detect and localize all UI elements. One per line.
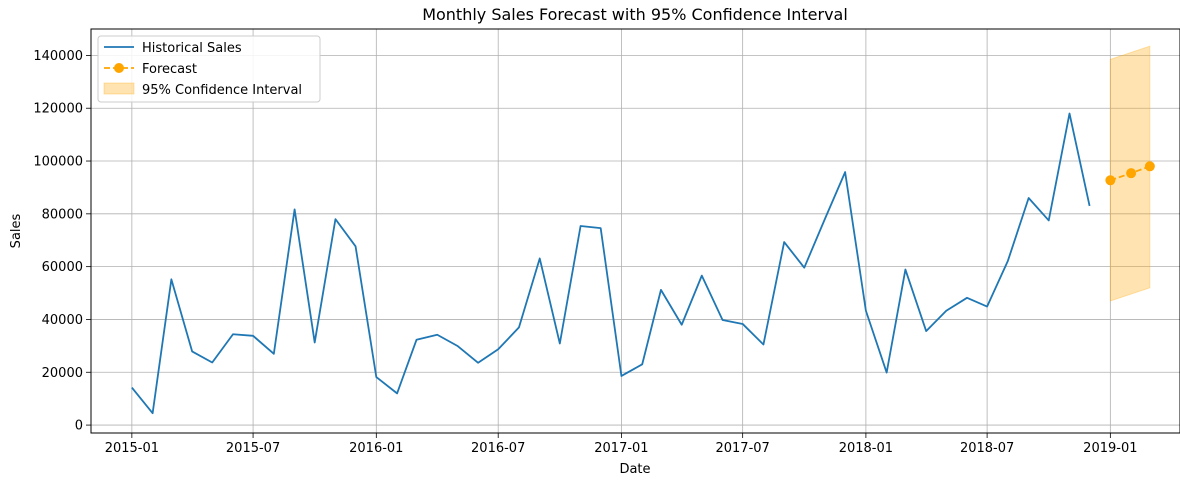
x-tick-label: 2015-01 <box>105 441 159 456</box>
plot-frame <box>90 28 1180 434</box>
y-tick-label: 140000 <box>33 49 83 64</box>
legend-label-historical: Historical Sales <box>142 41 242 56</box>
legend: Historical Sales Forecast 95% Confidence I… <box>97 35 321 103</box>
legend-box <box>97 35 321 103</box>
axes: 2015-01 2015-07 2016-01 2016-07 2017-01 2017-… <box>33 49 1137 456</box>
historical-sales-line <box>131 112 1091 415</box>
legend-label-ci: 95% Confidence Interval <box>142 83 302 98</box>
grid <box>91 29 1180 433</box>
y-axis-label: Sales <box>9 213 24 248</box>
y-tick-label: 120000 <box>33 102 83 117</box>
legend-swatch-ci <box>103 82 135 95</box>
x-tick-label: 2016-01 <box>349 441 403 456</box>
legend-marker-forecast <box>114 63 124 73</box>
x-tick-label: 2018-01 <box>839 441 893 456</box>
x-axis-label: Date <box>619 462 650 477</box>
y-tick-label: 80000 <box>42 207 83 222</box>
forecast-point <box>1105 175 1116 186</box>
forecast-point <box>1126 168 1137 179</box>
series-layer <box>131 112 1155 415</box>
chart-title: Monthly Sales Forecast with 95% Confiden… <box>422 5 848 24</box>
x-tick-label: 2016-07 <box>471 441 525 456</box>
y-tick-label: 40000 <box>42 313 83 328</box>
y-tick-label: 60000 <box>42 260 83 275</box>
x-tick-label: 2017-01 <box>594 441 648 456</box>
y-tick-label: 100000 <box>33 155 83 170</box>
x-tick-label: 2017-07 <box>715 441 769 456</box>
x-tick-label: 2018-07 <box>960 441 1014 456</box>
legend-label-forecast: Forecast <box>142 62 197 77</box>
y-tick-label: 20000 <box>42 366 83 381</box>
x-tick-label: 2019-01 <box>1083 441 1137 456</box>
forecast-point <box>1144 161 1155 172</box>
x-tick-label: 2015-07 <box>226 441 280 456</box>
y-tick-label: 0 <box>75 419 83 434</box>
